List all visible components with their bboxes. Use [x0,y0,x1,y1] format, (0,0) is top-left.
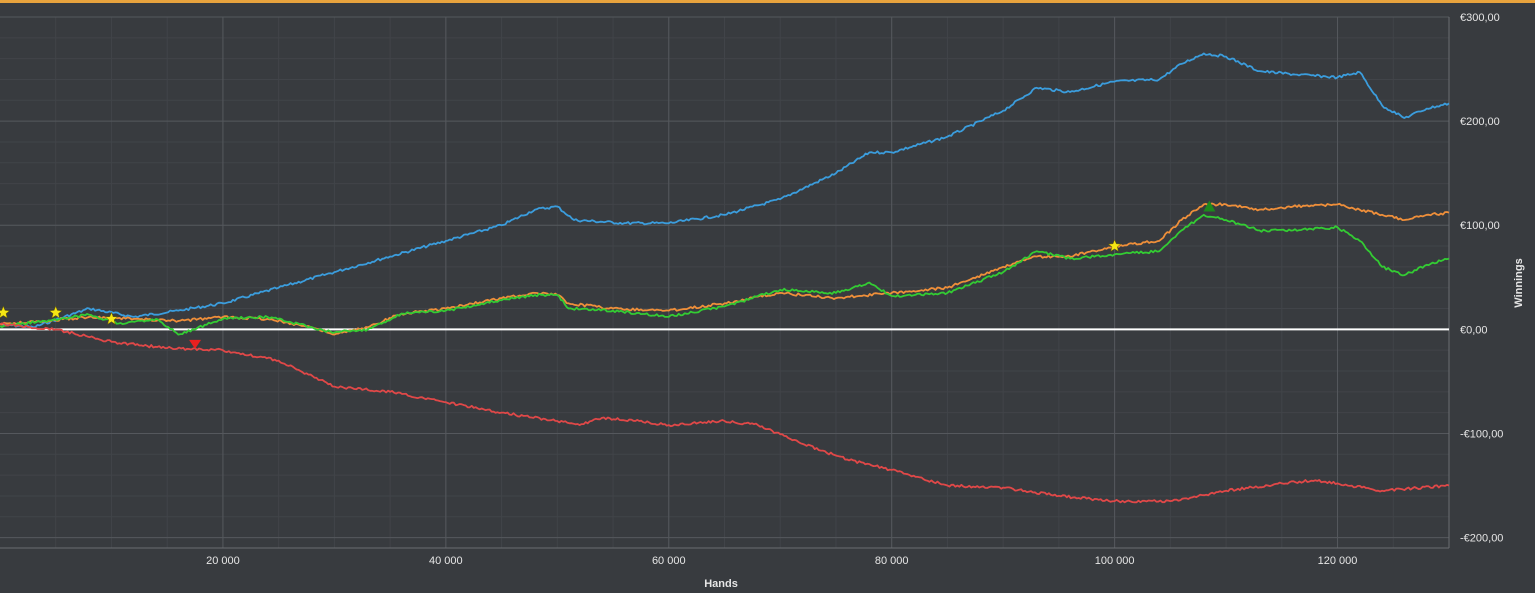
x-tick-label: 60 000 [652,555,686,567]
series-line-1 [0,52,1450,329]
series-line-3 [0,213,1450,336]
y-tick-label: €0,00 [1460,324,1488,336]
x-axis-title: Hands [704,578,738,590]
y-tick-label: -€100,00 [1460,428,1503,440]
series-line-4 [0,322,1450,504]
y-tick-label: -€200,00 [1460,533,1503,545]
y-tick-labels: €300,00 €200,00 €100,00 €0,00 -€100,00 -€200,… [1460,12,1503,545]
marker-group [0,200,1216,349]
x-tick-label: 100 000 [1095,555,1135,567]
x-tick-label: 80 000 [875,555,909,567]
x-tick-labels: 20 000 40 000 60 000 80 000 100 000 120 000 [206,555,1357,567]
star-marker [104,311,119,325]
peak-marker [1203,200,1216,212]
star-marker [48,305,63,319]
y-tick-label: €100,00 [1460,220,1500,232]
y-tick-label: €200,00 [1460,116,1500,128]
loss-marker [189,339,202,349]
x-tick-label: 40 000 [429,555,463,567]
star-marker [0,305,11,319]
x-tick-label: 20 000 [206,555,240,567]
y-tick-label: €300,00 [1460,12,1500,24]
series-group [0,52,1450,504]
y-axis-title: Winnings [1513,258,1525,307]
star-marker [1107,238,1122,252]
x-tick-label: 120 000 [1318,555,1358,567]
top-accent-bar [0,0,1535,3]
